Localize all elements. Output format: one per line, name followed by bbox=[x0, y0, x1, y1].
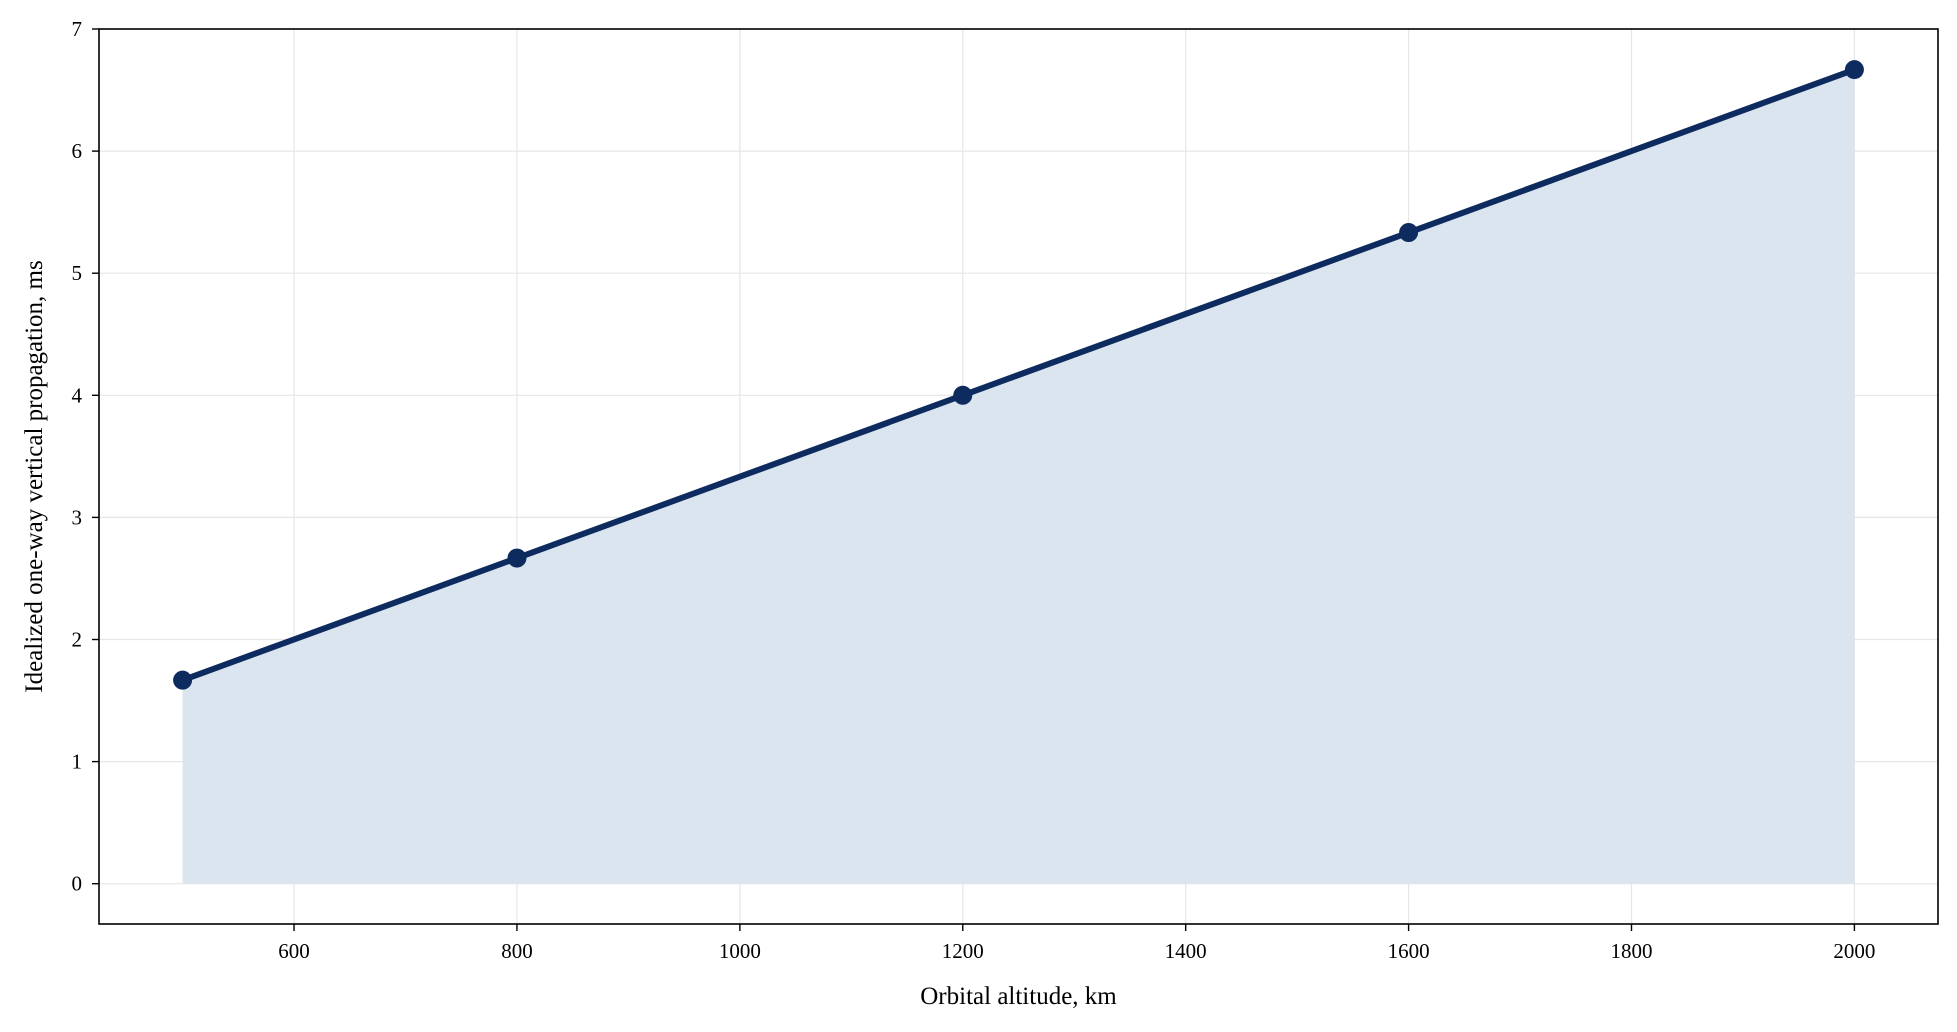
data-point bbox=[1399, 223, 1419, 243]
y-tick-label: 7 bbox=[72, 17, 83, 41]
x-tick-label: 1600 bbox=[1388, 939, 1430, 963]
y-tick-label: 2 bbox=[72, 628, 83, 652]
y-axis-ticks: 0 1 2 3 4 5 6 7 bbox=[72, 17, 99, 896]
x-tick-label: 1400 bbox=[1165, 939, 1207, 963]
data-point bbox=[953, 385, 973, 405]
series-area bbox=[182, 69, 1855, 884]
y-tick-label: 1 bbox=[72, 750, 83, 774]
area-layer bbox=[182, 69, 1855, 884]
y-tick-label: 4 bbox=[72, 383, 83, 407]
x-tick-label: 800 bbox=[501, 939, 533, 963]
plot-frame bbox=[98, 28, 1939, 925]
x-tick-label: 1800 bbox=[1611, 939, 1653, 963]
points-layer bbox=[173, 60, 1864, 690]
x-tick-label: 2000 bbox=[1833, 939, 1875, 963]
y-tick-label: 3 bbox=[72, 505, 83, 529]
y-axis-label: Idealized one-way vertical propagation, … bbox=[21, 260, 48, 692]
data-point bbox=[173, 670, 193, 690]
data-point bbox=[1844, 60, 1864, 80]
y-tick-label: 0 bbox=[72, 872, 83, 896]
data-point bbox=[507, 548, 527, 568]
x-tick-label: 1200 bbox=[942, 939, 984, 963]
x-tick-label: 600 bbox=[278, 939, 310, 963]
y-tick-label: 5 bbox=[72, 261, 83, 285]
x-axis-label: Orbital altitude, km bbox=[920, 983, 1117, 1010]
x-axis-ticks: 600 800 1000 1200 1400 1600 1800 2000 bbox=[278, 924, 1875, 963]
y-tick-label: 6 bbox=[72, 139, 83, 163]
x-tick-label: 1000 bbox=[719, 939, 761, 963]
